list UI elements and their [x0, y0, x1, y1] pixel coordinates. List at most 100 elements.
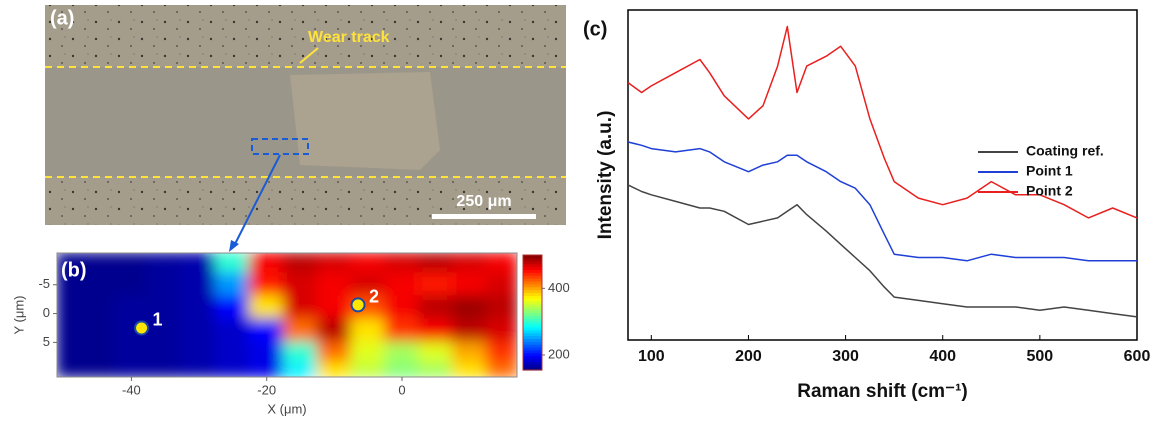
heatmap-cell: [79, 295, 116, 321]
colorbar-step: [523, 286, 542, 291]
heatmap-cell: [79, 341, 116, 364]
colorbar-step: [523, 303, 542, 308]
heatmap-cell: [282, 272, 319, 298]
x-tick-label: -40: [122, 382, 141, 397]
heatmap-cell: [181, 295, 217, 321]
heatmap-cell: [57, 341, 82, 364]
x-tick-label: 200: [735, 348, 762, 365]
heatmap-cell: [181, 318, 217, 344]
heatmap-cell: [451, 253, 488, 275]
panel-label: (b): [61, 259, 87, 281]
panel-label: (c): [583, 18, 607, 40]
colorbar-step: [523, 306, 542, 311]
heatmap-cell: [79, 318, 116, 344]
heatmap-cell: [214, 272, 251, 298]
colorbar-step: [523, 312, 542, 316]
heatmap-cell: [214, 253, 251, 275]
x-tick-label: -20: [257, 382, 276, 397]
colorbar-step: [523, 361, 542, 365]
x-tick-label: 0: [398, 382, 405, 397]
x-axis-label: X (μm): [267, 401, 306, 416]
colorbar-step: [523, 364, 542, 368]
colorbar-step: [523, 335, 542, 339]
x-tick-label: 600: [1124, 348, 1151, 365]
colorbar-step: [523, 257, 542, 262]
colorbar-step: [523, 338, 542, 342]
heatmap-cell: [113, 341, 150, 364]
colorbar-step: [523, 352, 542, 357]
colorbar-step: [523, 318, 542, 322]
colorbar-step: [523, 260, 542, 265]
colorbar-step: [523, 326, 542, 331]
heatmap-cell: [384, 295, 420, 321]
x-tick-label: 300: [832, 348, 859, 365]
heatmap-cell: [350, 253, 387, 275]
x-axis-label: Raman shift (cm⁻¹): [797, 381, 968, 402]
heatmap-cell: [282, 318, 319, 344]
annotation: Wear track: [308, 29, 390, 46]
heatmap-cell: [181, 253, 217, 275]
colorbar-step: [523, 255, 542, 259]
heatmap-cell: [417, 253, 454, 275]
transfer-layer: [290, 72, 440, 170]
colorbar-step: [523, 367, 542, 371]
colorbar-frame: [522, 254, 543, 371]
colorbar-step: [523, 275, 542, 279]
heatmap-cell: [282, 253, 319, 275]
heatmap-cell: [147, 253, 184, 275]
heatmap-cell: [57, 318, 82, 344]
heatmap-cell: [147, 272, 184, 298]
arrow: [233, 154, 281, 247]
colorbar-step: [523, 295, 542, 299]
colorbar-step: [523, 272, 542, 276]
arrow-head: [229, 240, 239, 252]
heatmap-cell: [248, 361, 285, 377]
heatmap-cell: [316, 341, 353, 364]
colorbar-step: [523, 329, 542, 334]
heatmap-cell: [384, 272, 420, 298]
heatmap-cell: [248, 341, 285, 364]
x-tick-label: 100: [638, 348, 665, 365]
heatmap-cell: [316, 272, 353, 298]
legend-label: Point 1: [1026, 163, 1073, 179]
heatmap-cell: [214, 341, 251, 364]
colorbar-step: [523, 358, 542, 362]
colorbar-step: [523, 321, 542, 325]
heatmap-cell: [451, 341, 488, 364]
legend-label: Point 2: [1026, 183, 1073, 199]
panel-label: (a): [50, 7, 74, 29]
heatmap-cell: [451, 318, 488, 344]
heatmap-cell: [57, 361, 82, 377]
heatmap-cell: [113, 272, 150, 298]
colorbar-step: [523, 344, 542, 348]
heatmap-cell: [181, 341, 217, 364]
heatmap-cell: [248, 318, 285, 344]
colorbar-step: [523, 298, 542, 302]
heatmap-cell: [113, 361, 150, 377]
heatmap-cell: [214, 295, 251, 321]
colorbar-step: [523, 280, 542, 285]
pointer: [299, 47, 319, 64]
heatmap-cell: [57, 295, 82, 321]
heatmap-cell: [384, 361, 420, 377]
heatmap-cell: [485, 272, 517, 298]
heatmap-cell: [485, 318, 517, 344]
y-axis-label: Y (μm): [11, 295, 26, 334]
heatmap-cell: [316, 295, 353, 321]
heatmap-cell: [417, 361, 454, 377]
colorbar-tick-label: 200: [548, 346, 570, 361]
colorbar-step: [523, 349, 542, 354]
heatmap-cell: [316, 318, 353, 344]
point-label: 1: [153, 310, 163, 330]
colorbar-step: [523, 289, 542, 293]
colorbar-step: [523, 263, 542, 268]
heatmap-cell: [316, 253, 353, 275]
heatmap-cell: [417, 272, 454, 298]
colorbar-step: [523, 309, 542, 314]
heatmap-cell: [248, 295, 285, 321]
heatmap-cell: [113, 253, 150, 275]
heatmap-cell: [384, 341, 420, 364]
heatmap-cell: [282, 341, 319, 364]
heatmap-cell: [282, 295, 319, 321]
heatmap-cell: [282, 361, 319, 377]
